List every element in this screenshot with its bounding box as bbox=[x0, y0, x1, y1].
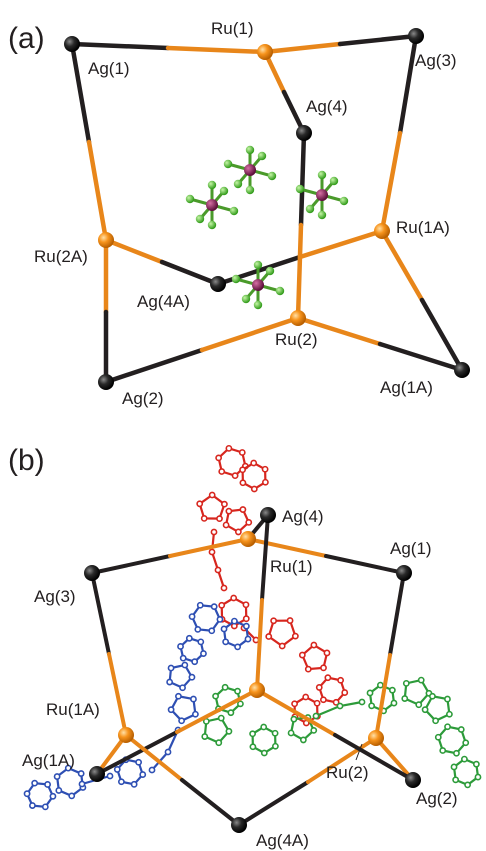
panel-a-label: (a) bbox=[8, 22, 45, 55]
fluorine-atom bbox=[219, 186, 229, 196]
atom-label: Ru(2) bbox=[326, 763, 369, 782]
fluorine-atom bbox=[195, 214, 205, 224]
ag-atom bbox=[260, 507, 276, 523]
fluorine-atom bbox=[245, 145, 255, 155]
fluorine-atom bbox=[253, 300, 263, 310]
fluorine-atom bbox=[207, 220, 217, 230]
atom-label: Ag(3) bbox=[34, 587, 76, 606]
ru-atom bbox=[374, 223, 390, 239]
atom-label: Ag(1) bbox=[390, 539, 432, 558]
panel-b-atoms bbox=[84, 507, 421, 833]
ag-atom bbox=[210, 276, 226, 292]
ag-atom bbox=[231, 817, 247, 833]
phosphorus-atom bbox=[316, 189, 328, 201]
atom-label: Ru(1) bbox=[270, 557, 313, 576]
atom-label: Ru(2A) bbox=[34, 247, 88, 266]
atom-label: Ru(1A) bbox=[396, 218, 450, 237]
panel-a-labels: Ag(1) Ru(1) Ag(3) Ag(4) Ru(1A) Ru(2A) Ag… bbox=[34, 19, 457, 408]
atom-label: Ag(1) bbox=[88, 59, 130, 78]
fluorine-atom bbox=[329, 176, 339, 186]
ru-atom bbox=[98, 232, 114, 248]
fluorine-atom bbox=[229, 206, 239, 216]
ru-atom bbox=[257, 44, 273, 60]
fluorine-atom bbox=[317, 170, 327, 180]
pf6-anion bbox=[185, 180, 239, 230]
ru-atom bbox=[290, 310, 306, 326]
ag-atom bbox=[396, 565, 412, 581]
panel-b-label: (b) bbox=[8, 444, 45, 477]
fluorine-atom bbox=[265, 266, 275, 276]
fluorine-atom bbox=[339, 196, 349, 206]
ag-atom bbox=[296, 125, 312, 141]
phosphorus-atom bbox=[244, 164, 256, 176]
ligand-green bbox=[201, 676, 482, 789]
atom-label: Ag(4A) bbox=[256, 831, 309, 850]
atom-label: Ag(1A) bbox=[22, 751, 75, 770]
panel-b-labels: Ag(4) Ru(1) Ag(1) Ag(3) Ru(1A) Ag(1A) Ru… bbox=[22, 507, 458, 850]
ag-atom bbox=[405, 772, 421, 788]
fluorine-atom bbox=[185, 194, 195, 204]
panel-a-bonds bbox=[69, 33, 465, 385]
pf6-anion bbox=[223, 145, 277, 195]
pf6-anion bbox=[295, 170, 349, 220]
ru-atom bbox=[240, 531, 256, 547]
fluorine-atom bbox=[223, 159, 233, 169]
phosphorus-atom bbox=[206, 199, 218, 211]
atom-label: Ag(4) bbox=[306, 97, 348, 116]
ligand-red bbox=[196, 444, 349, 727]
atom-label: Ag(2) bbox=[416, 789, 458, 808]
panel-a: (a) bbox=[8, 19, 470, 408]
panel-b: (b) bbox=[8, 444, 482, 850]
ru-atom bbox=[249, 682, 265, 698]
atom-label: Ag(2) bbox=[122, 389, 164, 408]
fluorine-atom bbox=[231, 274, 241, 284]
atom-label: Ag(4A) bbox=[137, 292, 190, 311]
phosphorus-atom bbox=[252, 279, 264, 291]
ag-atom bbox=[84, 565, 100, 581]
atom-label: Ag(4) bbox=[282, 507, 324, 526]
pf6-anions bbox=[185, 145, 349, 310]
atom-label: Ag(1A) bbox=[380, 378, 433, 397]
ru-atom bbox=[368, 730, 384, 746]
fluorine-atom bbox=[241, 294, 251, 304]
ag-atom bbox=[89, 766, 105, 782]
label-pointer bbox=[355, 743, 363, 761]
fluorine-atom bbox=[245, 185, 255, 195]
pf6-anion bbox=[231, 260, 285, 310]
fluorine-atom bbox=[233, 179, 243, 189]
fluorine-atom bbox=[207, 180, 217, 190]
fluorine-atom bbox=[253, 260, 263, 270]
atom-label: Ru(2) bbox=[275, 330, 318, 349]
fluorine-atom bbox=[295, 184, 305, 194]
fluorine-atom bbox=[317, 210, 327, 220]
panel-a-atoms bbox=[64, 28, 470, 390]
fluorine-atom bbox=[267, 171, 277, 181]
ag-atom bbox=[408, 28, 424, 44]
fluorine-atom bbox=[257, 151, 267, 161]
fluorine-atom bbox=[275, 286, 285, 296]
fluorine-atom bbox=[305, 204, 315, 214]
atom-label: Ru(1A) bbox=[46, 700, 100, 719]
atom-label: Ag(3) bbox=[415, 51, 457, 70]
ru-atom bbox=[118, 727, 134, 743]
ag-atom bbox=[64, 36, 80, 52]
ligand-blue bbox=[23, 601, 252, 811]
ag-atom bbox=[98, 374, 114, 390]
atom-label: Ru(1) bbox=[211, 19, 254, 38]
ag-atom bbox=[454, 362, 470, 378]
